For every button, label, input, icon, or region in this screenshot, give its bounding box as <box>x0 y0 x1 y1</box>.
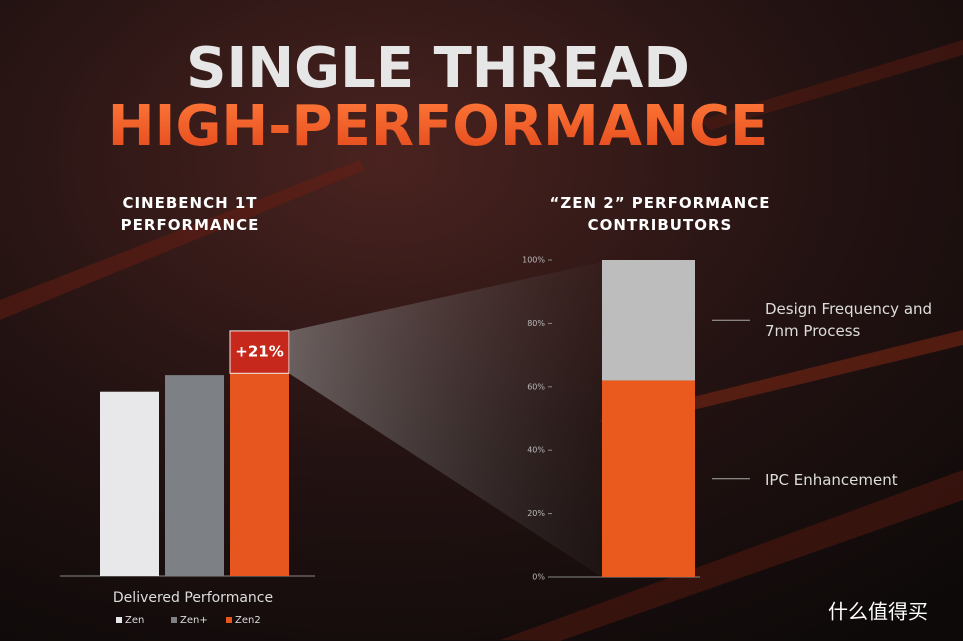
annotation: +21% <box>235 343 283 361</box>
legend-swatch <box>116 617 122 623</box>
streaks <box>0 40 963 641</box>
legend-swatch <box>226 617 232 623</box>
bar <box>230 373 289 576</box>
y-tick-label: 40% <box>527 446 545 455</box>
legend-label: Zen <box>125 615 144 626</box>
watermark: 什么值得买 <box>828 600 928 624</box>
bar <box>100 391 159 576</box>
slide-subtitle: HIGH-PERFORMANCE <box>108 94 768 159</box>
y-tick-label: 100% <box>522 256 545 265</box>
y-tick-label: 20% <box>527 509 545 518</box>
y-tick-label: 80% <box>527 319 545 328</box>
funnel <box>290 262 602 577</box>
uplift-segment <box>229 330 290 374</box>
series-label: Design Frequency and 7nm Process <box>765 300 933 341</box>
chart-title: CINEBENCH 1T PERFORMANCE <box>120 194 260 234</box>
bar-segment <box>602 380 695 577</box>
x-axis-label: Delivered Performance <box>113 590 273 606</box>
legend-swatch <box>171 617 177 623</box>
bar <box>165 375 224 576</box>
bar-segment <box>602 260 695 381</box>
y-tick-label: 0% <box>532 573 545 582</box>
series-label: IPC Enhancement <box>765 470 898 489</box>
legend-label: Zen2 <box>235 615 261 626</box>
legend-label: Zen+ <box>180 615 208 626</box>
chart-title: “ZEN 2” PERFORMANCE CONTRIBUTORS <box>549 194 771 234</box>
slide-title: SINGLE THREAD <box>186 36 690 101</box>
y-tick-label: 60% <box>527 382 545 391</box>
